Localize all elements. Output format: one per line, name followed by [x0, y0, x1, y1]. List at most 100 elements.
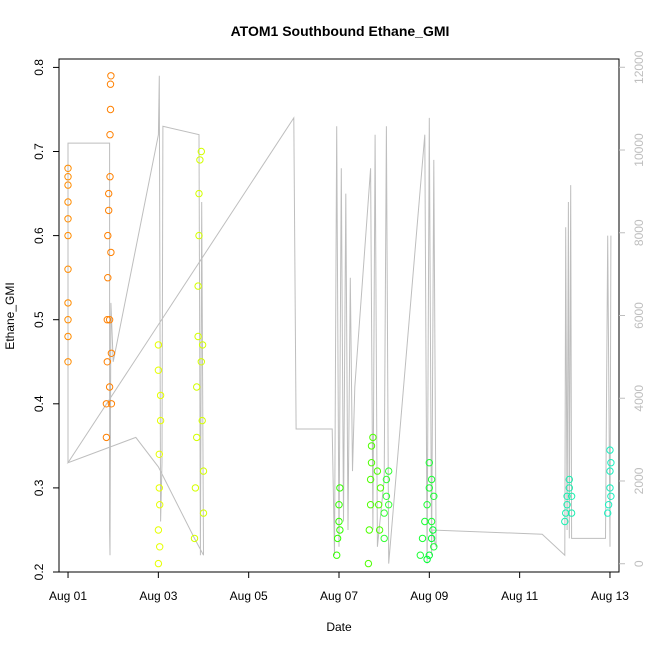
- data-point: [102, 400, 111, 408]
- y-tick-label: 0.7: [32, 143, 46, 160]
- data-point: [382, 492, 391, 500]
- x-tick-label: Aug 11: [501, 589, 538, 603]
- data-point: [156, 543, 164, 551]
- data-point: [425, 484, 433, 492]
- series-0: [64, 164, 72, 366]
- data-point: [106, 131, 114, 139]
- data-point: [105, 316, 114, 324]
- data-point: [607, 492, 615, 500]
- y2-tick-label: 8000: [632, 219, 646, 246]
- data-point: [365, 526, 373, 534]
- data-point: [373, 467, 382, 475]
- series-6: [380, 467, 393, 543]
- data-point: [190, 534, 199, 543]
- y-tick-label: 0.5: [32, 311, 46, 328]
- y2-tick-label: 0: [632, 560, 646, 567]
- data-point: [336, 526, 344, 534]
- data-point: [64, 265, 72, 273]
- y2-axis: 0 2000 4000 6000 8000 10000 12000: [619, 50, 646, 567]
- data-point: [104, 274, 112, 282]
- data-point: [430, 543, 438, 551]
- data-point: [64, 164, 72, 173]
- plot-area: [64, 72, 615, 568]
- series-10: [604, 446, 615, 517]
- data-point: [563, 501, 571, 509]
- data-point: [336, 484, 344, 492]
- data-point: [155, 484, 164, 492]
- data-point: [193, 383, 201, 391]
- data-point: [385, 501, 393, 509]
- x-tick-label: Aug 07: [320, 589, 358, 603]
- data-point: [104, 231, 112, 240]
- data-point: [107, 72, 115, 80]
- data-point: [156, 391, 165, 400]
- x-tick-label: Aug 13: [591, 589, 629, 603]
- data-point: [418, 534, 427, 543]
- y2-tick-label: 2000: [632, 467, 646, 494]
- data-point: [604, 509, 612, 517]
- y2-tick-label: 12000: [632, 50, 646, 84]
- data-point: [376, 484, 385, 492]
- data-point: [427, 475, 436, 484]
- data-point: [105, 383, 114, 391]
- data-point: [199, 467, 208, 475]
- data-point: [604, 501, 613, 509]
- data-point: [606, 484, 614, 492]
- data-point: [427, 517, 436, 526]
- series-8: [423, 526, 437, 564]
- y-tick-label: 0.6: [32, 227, 46, 244]
- data-point: [154, 559, 163, 568]
- data-point: [197, 358, 206, 366]
- data-point: [367, 442, 376, 450]
- data-point: [375, 501, 383, 509]
- data-point: [367, 459, 376, 467]
- data-point: [103, 358, 112, 366]
- data-point: [199, 509, 208, 517]
- y-tick-label: 0.4: [32, 395, 46, 412]
- data-point: [155, 450, 164, 458]
- data-point: [366, 501, 375, 509]
- y2-tick-label: 10000: [632, 133, 646, 167]
- data-point: [425, 551, 433, 559]
- data-point: [196, 156, 204, 164]
- data-point: [416, 551, 424, 559]
- data-point: [565, 475, 573, 484]
- data-point: [423, 555, 431, 564]
- data-point: [429, 526, 437, 534]
- y-tick-label: 0.3: [32, 479, 46, 496]
- data-point: [103, 316, 112, 324]
- data-point: [567, 492, 576, 500]
- data-point: [195, 231, 203, 240]
- series-7: [416, 459, 438, 559]
- data-point: [105, 189, 113, 198]
- data-point: [380, 534, 388, 543]
- x-tick-label: Aug 01: [49, 589, 87, 603]
- data-point: [385, 467, 393, 475]
- series-4: [333, 484, 344, 559]
- data-point: [64, 198, 72, 206]
- data-point: [335, 501, 343, 509]
- y-axis-label: Ethane_GMI: [3, 282, 17, 349]
- data-point: [191, 484, 200, 492]
- data-point: [423, 501, 431, 509]
- data-point: [195, 189, 203, 198]
- data-point: [194, 282, 202, 290]
- data-point: [369, 433, 377, 442]
- x-tick-label: Aug 09: [410, 589, 448, 603]
- altitude-line: [66, 75, 612, 564]
- data-point: [64, 358, 72, 366]
- data-point: [606, 467, 614, 475]
- data-point: [107, 400, 116, 408]
- data-point: [193, 433, 201, 442]
- data-point: [194, 332, 202, 341]
- data-point: [106, 105, 115, 114]
- series-1: [102, 72, 116, 442]
- data-point: [430, 492, 438, 500]
- series-2: [154, 341, 165, 568]
- y2-tick-label: 6000: [632, 302, 646, 329]
- data-point: [606, 446, 614, 454]
- data-point: [565, 484, 573, 492]
- data-point: [154, 366, 163, 374]
- data-point: [562, 509, 570, 517]
